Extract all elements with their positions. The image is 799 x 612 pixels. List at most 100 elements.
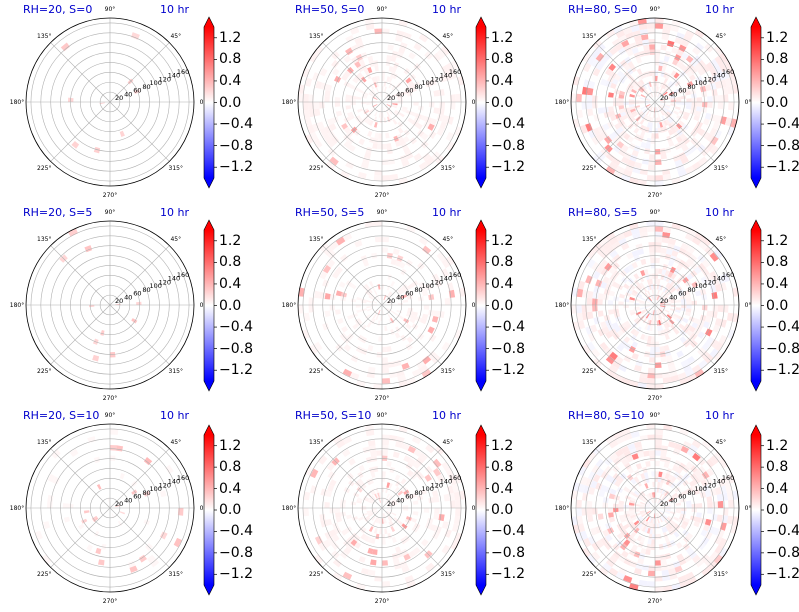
heatmap-cell <box>670 70 677 77</box>
heatmap-cell <box>418 364 429 374</box>
heatmap-cell <box>613 170 623 179</box>
heatmap-cell <box>350 44 359 52</box>
heatmap-cell <box>713 351 723 362</box>
colorbar-tick-label: −1.2 <box>491 362 525 379</box>
heatmap-cell <box>439 121 447 130</box>
heatmap-cell <box>642 317 648 324</box>
heatmap-cell <box>417 472 425 481</box>
heatmap-cell <box>618 105 625 110</box>
heatmap-cell <box>386 307 392 312</box>
heatmap-cell <box>694 232 705 242</box>
heatmap-cell <box>620 39 630 48</box>
heatmap-cell <box>644 89 649 95</box>
heatmap-cell <box>327 118 334 126</box>
heatmap-cell <box>369 294 375 299</box>
angular-gridline <box>595 448 656 509</box>
heatmap-cell <box>644 49 651 56</box>
heatmap-cell <box>623 230 633 238</box>
heatmap-cell <box>659 325 664 331</box>
heatmap-cell <box>645 501 651 506</box>
heatmap-cell <box>305 117 313 127</box>
radial-tick-label: 160 <box>449 271 461 279</box>
heatmap-cell <box>358 58 365 66</box>
radial-tick-label: 40 <box>396 293 404 301</box>
colorbar <box>750 219 764 392</box>
heatmap-cell <box>611 322 619 329</box>
heatmap-cell <box>305 77 313 87</box>
heatmap-cell <box>111 512 115 518</box>
heatmap-cell <box>644 521 649 528</box>
angle-tick-label: 270° <box>375 395 389 402</box>
heatmap-cell <box>313 138 323 149</box>
heatmap-cell <box>667 312 674 318</box>
heatmap-cell <box>633 52 641 59</box>
heatmap-cell <box>667 129 674 136</box>
heatmap-cell <box>703 321 710 329</box>
heatmap-cell <box>651 70 655 76</box>
heatmap-cell <box>406 313 412 318</box>
heatmap-cell <box>604 135 613 145</box>
heatmap-cell <box>614 123 621 130</box>
heatmap-cell <box>698 156 708 166</box>
heatmap-cell <box>623 266 631 274</box>
heatmap-cell <box>655 133 659 139</box>
heatmap-cell <box>630 25 640 33</box>
heatmap-cell <box>623 355 632 363</box>
heatmap-cell <box>637 451 645 459</box>
angle-tick-label: 135° <box>582 439 596 446</box>
heatmap-cell <box>677 492 684 498</box>
heatmap-cell <box>671 47 679 54</box>
heatmap-cell <box>668 441 677 449</box>
heatmap-cell <box>672 464 679 472</box>
heatmap-cell <box>371 495 376 501</box>
heatmap-cell <box>657 92 662 98</box>
colorbar-extend-max <box>476 425 486 435</box>
heatmap-cell <box>313 102 320 110</box>
heatmap-cell <box>347 111 354 117</box>
heatmap-cell <box>119 130 125 137</box>
angle-tick-label: 315° <box>714 571 728 578</box>
colorbar-tick-label: −0.4 <box>219 319 253 336</box>
heatmap-cell <box>640 297 646 301</box>
heatmap-cell <box>367 536 373 543</box>
angular-gridline <box>109 304 170 365</box>
heatmap-cell <box>319 291 326 299</box>
heatmap-cell <box>303 508 309 517</box>
heatmap-cell <box>401 159 410 167</box>
heatmap-cell <box>412 547 421 555</box>
heatmap-cell <box>683 148 692 157</box>
colorbar-extend-min <box>204 178 214 188</box>
heatmap-cell <box>636 535 643 542</box>
colorbar-tick-label: 0.0 <box>766 297 789 314</box>
angle-tick-label: 90° <box>105 209 116 216</box>
heatmap-cell <box>326 139 336 148</box>
colorbar-tick-label: 0.4 <box>491 275 514 292</box>
heatmap-cell <box>664 94 670 98</box>
heatmap-cell <box>641 498 647 503</box>
heatmap-cell <box>378 133 382 139</box>
heatmap-cell <box>648 511 652 517</box>
polar-frame <box>297 17 467 187</box>
colorbar-tick-label: 0.4 <box>219 72 242 89</box>
colorbar-tick-label: 0.0 <box>491 502 514 518</box>
heatmap-cell <box>655 159 662 165</box>
heatmap-cell <box>160 531 168 540</box>
heatmap-cell <box>666 290 672 296</box>
heatmap-cell <box>428 333 437 342</box>
heatmap-cell <box>384 295 388 301</box>
heatmap-cell <box>648 111 652 117</box>
heatmap-cell <box>407 117 414 124</box>
heatmap-cell <box>673 125 680 132</box>
heatmap-cell <box>131 32 140 40</box>
heatmap-cell <box>576 288 584 298</box>
heatmap-cell <box>390 55 397 63</box>
heatmap-cell <box>661 121 666 127</box>
angular-gridline <box>109 245 170 306</box>
heatmap-cell <box>633 330 640 337</box>
heatmap-cell <box>386 148 393 155</box>
heatmap-cell <box>636 68 643 75</box>
heatmap-cell <box>639 276 645 283</box>
colorbar-tick-label: 0.4 <box>219 275 242 292</box>
heatmap-cell <box>682 340 691 348</box>
angle-tick-label: 180° <box>555 505 569 512</box>
